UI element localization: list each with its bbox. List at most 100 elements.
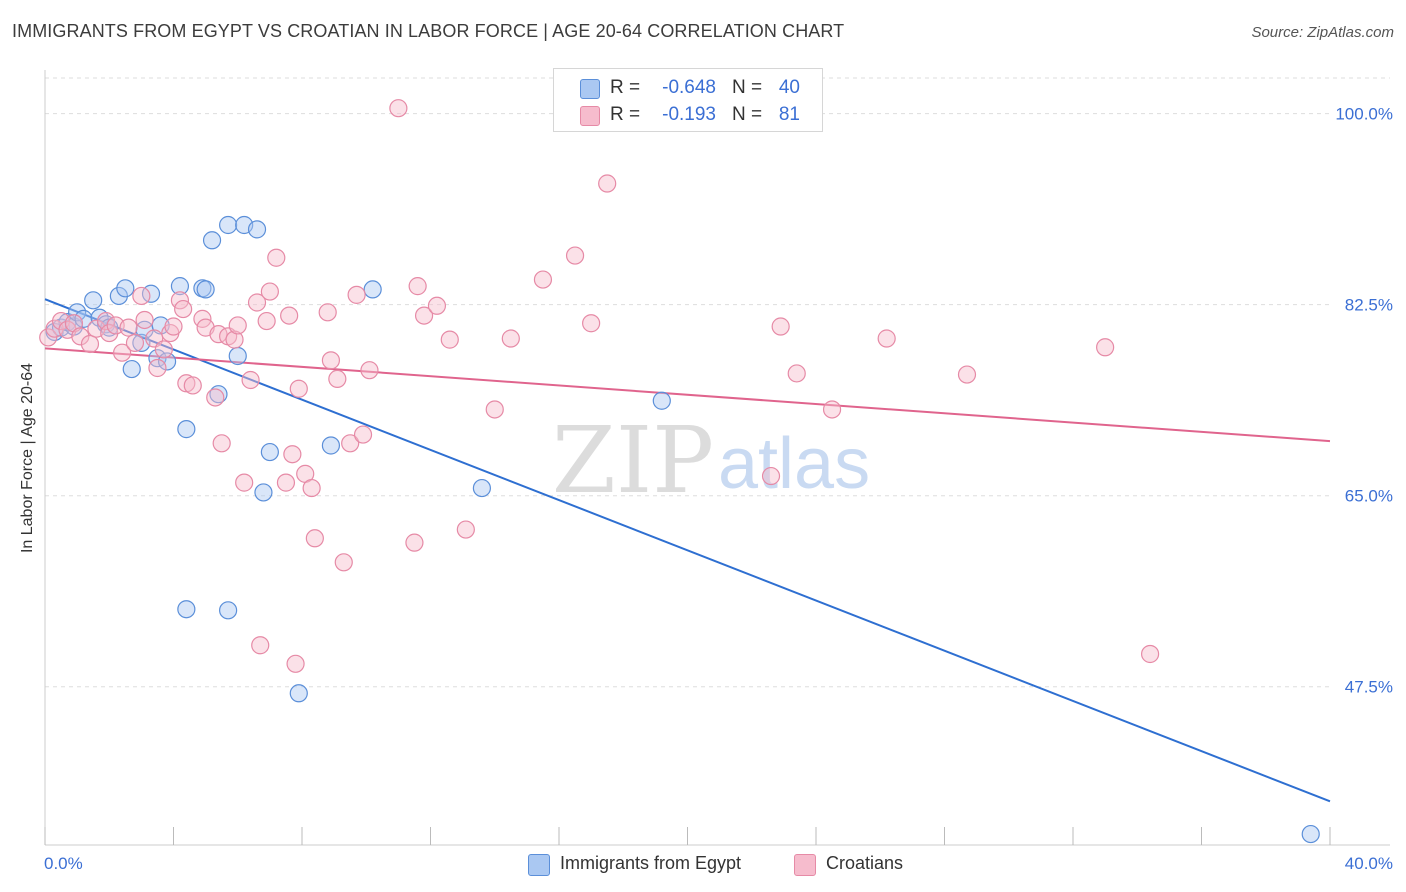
egypt-point <box>321 436 341 455</box>
egypt-point <box>652 391 671 410</box>
croatian-point <box>235 473 254 492</box>
egypt-point <box>177 420 196 439</box>
stats-row-egypt: R = -0.648 N = 40 <box>554 75 822 101</box>
croatian-point <box>771 317 790 336</box>
croatian-point <box>132 286 151 306</box>
croatian-point <box>260 282 279 301</box>
croatian-point <box>787 364 806 383</box>
croatian-point <box>174 299 193 319</box>
croatian-point <box>280 306 299 325</box>
r-label: R = <box>610 77 641 98</box>
croatian-point <box>582 314 601 333</box>
trend-lines <box>44 298 1331 803</box>
croatian-point <box>334 553 353 572</box>
data-points <box>39 99 1320 844</box>
egypt-point <box>74 309 93 328</box>
croatian-point <box>289 379 308 398</box>
croatian-point <box>283 445 302 464</box>
croatian-point <box>154 340 173 359</box>
croatian-point <box>119 318 138 337</box>
egypt-point <box>254 483 273 502</box>
croatian-point <box>456 520 475 539</box>
croatian-point <box>100 323 119 343</box>
croatian-point <box>1140 644 1160 664</box>
croatian-point <box>957 365 977 384</box>
croatian-point <box>341 434 360 453</box>
egypt-point <box>157 352 177 371</box>
watermark: ZIP atlas <box>552 407 870 514</box>
croatian-point <box>501 329 520 348</box>
y-tick-label: 47.5% <box>1345 678 1393 697</box>
croatian-point <box>353 425 373 444</box>
croatian-point <box>96 311 116 331</box>
egypt-point <box>209 385 228 404</box>
croatian-point <box>148 358 167 378</box>
egypt-point <box>84 291 103 310</box>
croatian-point <box>183 376 202 395</box>
n-label: N = <box>732 77 763 98</box>
croatian-point <box>440 330 459 349</box>
watermark-zip: ZIP <box>552 407 714 514</box>
croatian-point <box>427 296 447 315</box>
croatian-point <box>112 343 132 362</box>
croatian-point <box>302 478 321 498</box>
egypt-point <box>219 601 238 620</box>
croatian-point <box>276 473 296 492</box>
egypt-point <box>196 280 215 299</box>
croatian-point <box>206 388 225 407</box>
y-tick-label: 65.0% <box>1345 487 1393 506</box>
egypt-trend-line <box>44 298 1331 803</box>
stats-box: R = -0.648 N = 40 R = -0.193 N = 81 <box>553 68 823 132</box>
egypt-point <box>116 279 135 298</box>
croatian-point <box>247 293 267 312</box>
croatian-point <box>45 319 64 338</box>
croatian-point <box>257 311 276 331</box>
croatian-point <box>347 285 366 304</box>
stats-row-croatians: R = -0.193 N = 81 <box>554 102 822 128</box>
x-tick-label: 40.0% <box>1345 854 1393 873</box>
croatian-point <box>71 327 90 346</box>
egypt-point <box>1301 824 1320 844</box>
croatian-point <box>164 317 183 336</box>
n-label: N = <box>732 104 763 125</box>
croatian-point <box>305 529 324 548</box>
legend-label: Croatians <box>826 853 904 873</box>
egypt-point <box>260 442 279 462</box>
source-credit: Source: ZipAtlas.com <box>1251 24 1394 41</box>
croatian-point <box>822 400 842 419</box>
egypt-point <box>122 359 141 379</box>
n-value: 40 <box>778 77 800 98</box>
croatian-point <box>80 334 100 354</box>
croatian-point <box>228 316 247 335</box>
croatian-point <box>360 361 379 380</box>
r-value: -0.648 <box>662 77 716 98</box>
croatian-point <box>241 370 260 390</box>
croatian-point <box>761 466 781 486</box>
croatian-point <box>414 306 434 325</box>
chart-title: IMMIGRANTS FROM EGYPT VS CROATIAN IN LAB… <box>12 21 845 41</box>
egypt-point <box>202 231 222 250</box>
y-tick-label: 82.5% <box>1345 296 1393 315</box>
watermark-atlas: atlas <box>718 424 870 504</box>
croatian-point <box>212 434 231 453</box>
egypt-point <box>472 478 491 498</box>
croatian-point <box>318 303 337 322</box>
croatian-point <box>267 248 286 267</box>
r-value: -0.193 <box>662 104 716 125</box>
egypt-point <box>177 600 196 619</box>
y-tick-label: 100.0% <box>1335 105 1393 124</box>
croatian-point <box>565 246 585 265</box>
croatian-point <box>485 400 504 419</box>
egypt-point <box>228 346 247 366</box>
croatian-point <box>533 270 553 289</box>
egypt-point <box>151 316 170 335</box>
croatian-point <box>321 351 341 370</box>
croatian-point <box>1096 338 1115 357</box>
n-value: 81 <box>778 104 800 125</box>
croatian-point <box>405 533 424 552</box>
croatian-point <box>877 329 896 348</box>
stats-swatch-blue <box>580 79 600 99</box>
legend-swatch-blue <box>528 854 550 876</box>
croatian-point <box>389 99 408 118</box>
